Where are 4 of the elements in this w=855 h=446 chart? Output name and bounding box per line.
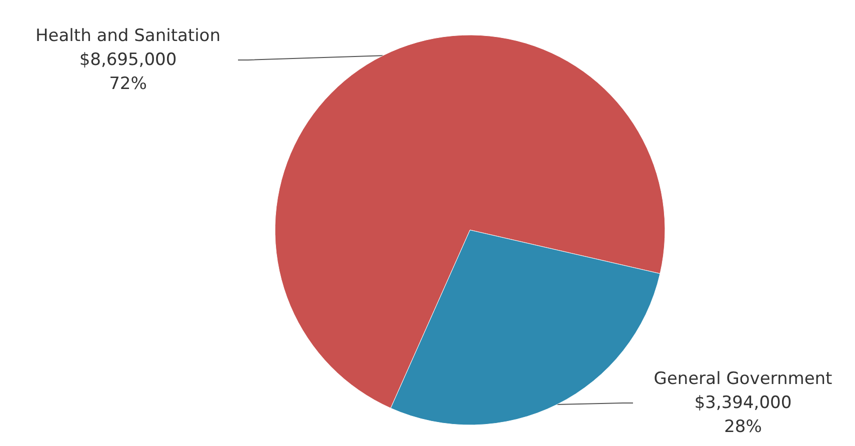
slice-label: General Government bbox=[654, 369, 833, 389]
slice-label: Health and Sanitation bbox=[36, 26, 220, 46]
data-label: $3,394,000 28% bbox=[694, 393, 792, 437]
data-label: $8,695,000 72% bbox=[79, 50, 177, 94]
